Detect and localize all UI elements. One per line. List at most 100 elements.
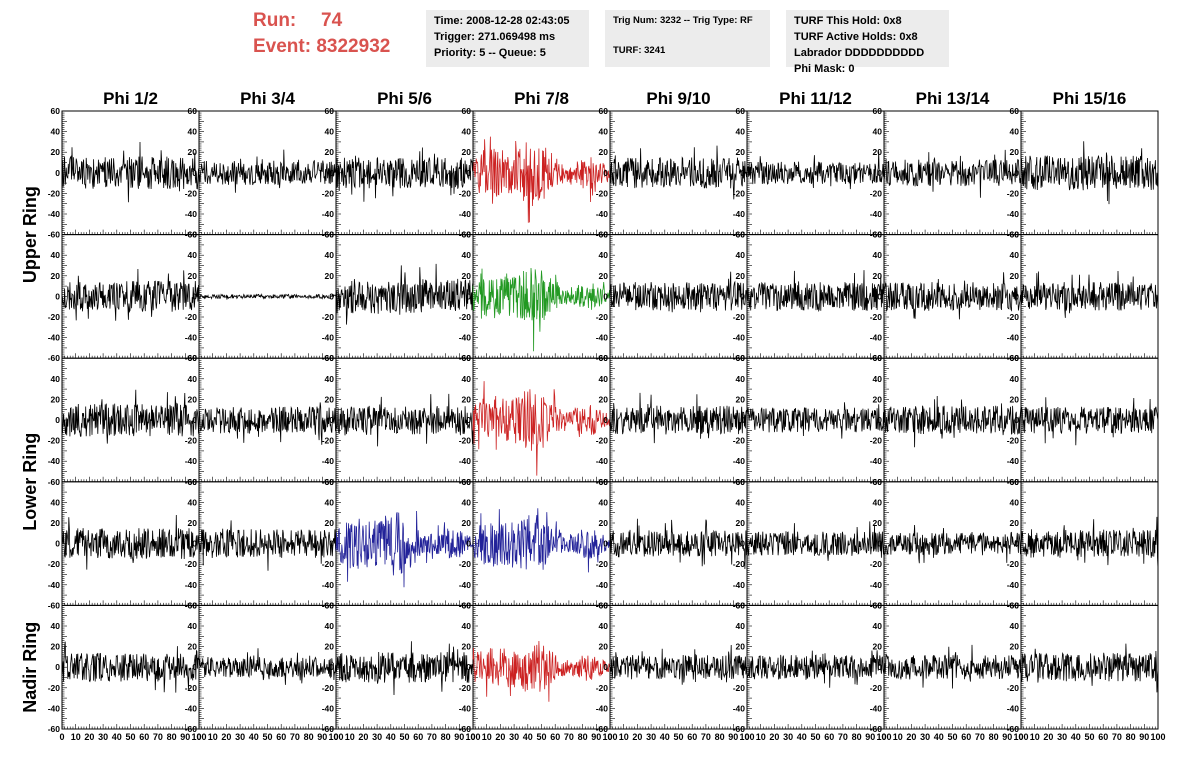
waveform-trace	[1020, 141, 1159, 205]
x-tick-label: 0	[59, 732, 64, 742]
y-tick-label: -20	[322, 436, 335, 446]
y-tick-label: 0	[877, 539, 882, 549]
column-header: Phi 11/12	[779, 89, 852, 108]
x-tick-label: 50	[673, 732, 683, 742]
y-tick-label: 20	[188, 642, 198, 652]
y-tick-label: 20	[736, 271, 746, 281]
waveform-trace	[609, 145, 748, 200]
y-tick-label: 40	[1010, 621, 1020, 631]
y-tick-label: 0	[877, 662, 882, 672]
y-tick-label: 60	[51, 106, 61, 116]
y-tick-label: 0	[1014, 415, 1019, 425]
x-tick-label: 40	[249, 732, 259, 742]
x-tick-label: 50	[810, 732, 820, 742]
y-tick-label: 0	[192, 539, 197, 549]
y-tick-label: -60	[322, 724, 335, 734]
y-tick-label: 20	[1010, 271, 1020, 281]
time-line: Time: 2008-12-28 02:43:05	[434, 15, 570, 27]
y-tick-label: 60	[462, 106, 472, 116]
x-tick-label: 40	[934, 732, 944, 742]
x-tick-label: 90	[591, 732, 601, 742]
y-tick-label: 20	[462, 518, 472, 528]
y-tick-label: -20	[596, 188, 609, 198]
y-tick-label: -20	[596, 559, 609, 569]
y-tick-label: 40	[736, 127, 746, 137]
waveform-trace	[61, 514, 200, 570]
y-tick-label: -40	[1007, 333, 1020, 343]
turf-line: TURF: 3241	[613, 45, 666, 56]
y-tick-label: 20	[51, 642, 61, 652]
y-tick-label: 40	[1010, 497, 1020, 507]
x-tick-label: 10	[619, 732, 629, 742]
y-tick-label: -40	[733, 333, 746, 343]
x-tick-label: 100	[602, 732, 617, 742]
x-tick-label: 20	[906, 732, 916, 742]
y-tick-label: -60	[1007, 724, 1020, 734]
x-tick-label: 80	[441, 732, 451, 742]
y-tick-label: 60	[325, 106, 335, 116]
y-tick-label: -40	[733, 580, 746, 590]
trigger-line: Trigger: 271.069498 ms	[434, 31, 556, 43]
x-tick-label: 30	[372, 732, 382, 742]
y-tick-label: 20	[1010, 147, 1020, 157]
y-tick-label: 60	[325, 477, 335, 487]
y-tick-label: -20	[322, 683, 335, 693]
x-tick-label: 60	[550, 732, 560, 742]
y-tick-label: -40	[185, 209, 198, 219]
y-tick-label: -20	[733, 312, 746, 322]
y-tick-label: -40	[322, 580, 335, 590]
y-tick-label: 0	[1014, 539, 1019, 549]
y-tick-label: -60	[48, 600, 61, 610]
waveform-trace	[746, 402, 885, 439]
x-tick-label: 50	[399, 732, 409, 742]
y-tick-label: 0	[192, 415, 197, 425]
event-value: 8322932	[316, 36, 391, 57]
x-tick-label: 30	[1057, 732, 1067, 742]
y-tick-label: 40	[736, 621, 746, 631]
y-tick-label: -60	[459, 724, 472, 734]
x-tick-label: 90	[317, 732, 327, 742]
y-tick-label: 20	[873, 518, 883, 528]
y-tick-label: 60	[462, 353, 472, 363]
turf-active-line: TURF Active Holds: 0x8	[794, 31, 918, 43]
x-tick-label: 30	[783, 732, 793, 742]
column-header: Phi 3/4	[240, 89, 295, 108]
y-tick-label: 20	[462, 642, 472, 652]
y-tick-label: 60	[188, 477, 198, 487]
x-tick-label: 50	[1084, 732, 1094, 742]
phi-mask-line: Phi Mask: 0	[794, 63, 855, 75]
x-tick-label: 60	[276, 732, 286, 742]
y-tick-label: -40	[870, 703, 883, 713]
x-tick-label: 50	[947, 732, 957, 742]
y-tick-label: 0	[603, 662, 608, 672]
y-tick-label: -20	[48, 188, 61, 198]
turf-info-box: TURF This Hold: 0x8 TURF Active Holds: 0…	[786, 10, 949, 75]
y-tick-label: 60	[873, 230, 883, 240]
y-tick-label: 20	[325, 147, 335, 157]
y-tick-label: 40	[325, 621, 335, 631]
y-tick-label: 40	[873, 497, 883, 507]
ring-label: Lower Ring	[20, 433, 40, 531]
x-tick-label: 10	[208, 732, 218, 742]
waveform-trace	[746, 521, 885, 561]
x-tick-label: 50	[125, 732, 135, 742]
waveform-trace	[883, 644, 1022, 689]
y-tick-label: -20	[185, 683, 198, 693]
x-tick-label: 90	[454, 732, 464, 742]
y-tick-label: 40	[462, 497, 472, 507]
y-tick-label: -20	[48, 683, 61, 693]
y-tick-label: 60	[736, 477, 746, 487]
y-tick-label: 0	[740, 415, 745, 425]
y-tick-label: 0	[192, 291, 197, 301]
x-tick-label: 60	[413, 732, 423, 742]
y-tick-label: 60	[1010, 353, 1020, 363]
y-tick-label: 20	[325, 271, 335, 281]
y-tick-label: -20	[48, 436, 61, 446]
y-tick-label: 20	[736, 147, 746, 157]
waveform-trace	[472, 136, 611, 223]
waveform-trace	[746, 151, 885, 190]
waveform-trace	[61, 268, 200, 321]
y-tick-label: 60	[462, 600, 472, 610]
y-tick-label: 0	[192, 168, 197, 178]
y-tick-label: 20	[325, 394, 335, 404]
